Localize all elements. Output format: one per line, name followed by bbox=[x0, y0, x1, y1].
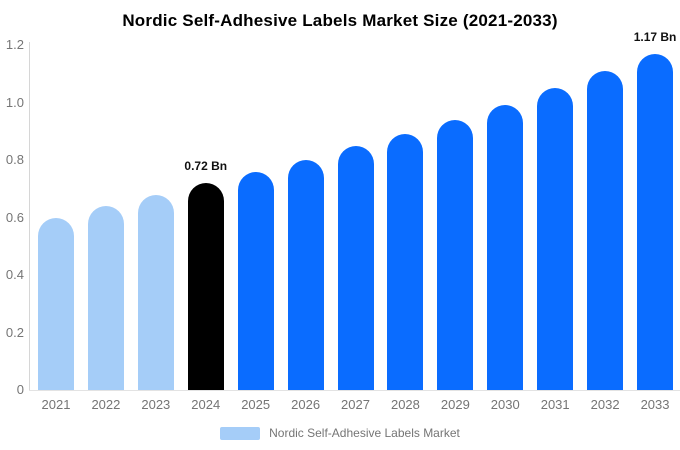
bar-2031[interactable] bbox=[537, 88, 574, 390]
bar-2022[interactable] bbox=[87, 206, 124, 390]
y-axis-tick-label: 0 bbox=[16, 382, 24, 397]
x-axis-label-2023: 2023 bbox=[141, 397, 171, 412]
y-axis-tick-label: 0.6 bbox=[5, 209, 24, 225]
bar-2033[interactable] bbox=[637, 53, 674, 390]
y-axis-tick-label: 1.0 bbox=[5, 94, 24, 110]
bar-2029[interactable] bbox=[437, 119, 474, 390]
y-axis-tick-label: 0.4 bbox=[5, 267, 24, 282]
legend-label: Nordic Self-Adhesive Labels Market bbox=[269, 426, 460, 440]
x-axis-label-2027: 2027 bbox=[341, 397, 370, 412]
x-axis-label-2030: 2030 bbox=[490, 397, 520, 412]
bar-2026[interactable] bbox=[287, 160, 324, 390]
x-axis-label-2022: 2022 bbox=[91, 397, 121, 412]
legend-swatch bbox=[220, 426, 261, 440]
x-axis-label-2028: 2028 bbox=[390, 397, 420, 412]
x-axis-label-2026: 2026 bbox=[291, 397, 321, 412]
bar-2032[interactable] bbox=[587, 70, 624, 390]
bar-2025[interactable] bbox=[237, 171, 274, 390]
bar-2027[interactable] bbox=[337, 145, 374, 390]
y-axis-tick-label: 1.2 bbox=[5, 37, 24, 52]
x-axis-label-2029: 2029 bbox=[440, 397, 470, 412]
bar-2024[interactable] bbox=[187, 183, 224, 390]
x-axis-label-2024: 2024 bbox=[191, 397, 221, 412]
y-axis-line bbox=[29, 42, 30, 390]
x-axis-label-2025: 2025 bbox=[241, 397, 271, 412]
value-label-2033: 1.17 Bn bbox=[633, 29, 677, 44]
y-axis-tick-label: 0.8 bbox=[5, 152, 24, 167]
value-label-2024: 0.72 Bn bbox=[184, 159, 228, 173]
bar-2028[interactable] bbox=[387, 134, 424, 390]
x-axis-line bbox=[29, 390, 680, 391]
bar-2030[interactable] bbox=[487, 105, 524, 390]
x-axis-label-2032: 2032 bbox=[590, 397, 620, 412]
x-axis-label-2033: 2033 bbox=[640, 397, 670, 412]
bar-2023[interactable] bbox=[137, 194, 174, 390]
x-axis-label-2031: 2031 bbox=[540, 397, 570, 412]
x-axis-label-2021: 2021 bbox=[41, 397, 71, 412]
legend-item[interactable]: Nordic Self-Adhesive Labels Market bbox=[0, 426, 680, 440]
y-axis-tick-label: 0.2 bbox=[5, 324, 24, 340]
bar-2021[interactable] bbox=[38, 217, 74, 390]
chart-title: Nordic Self-Adhesive Labels Market Size … bbox=[122, 11, 558, 30]
